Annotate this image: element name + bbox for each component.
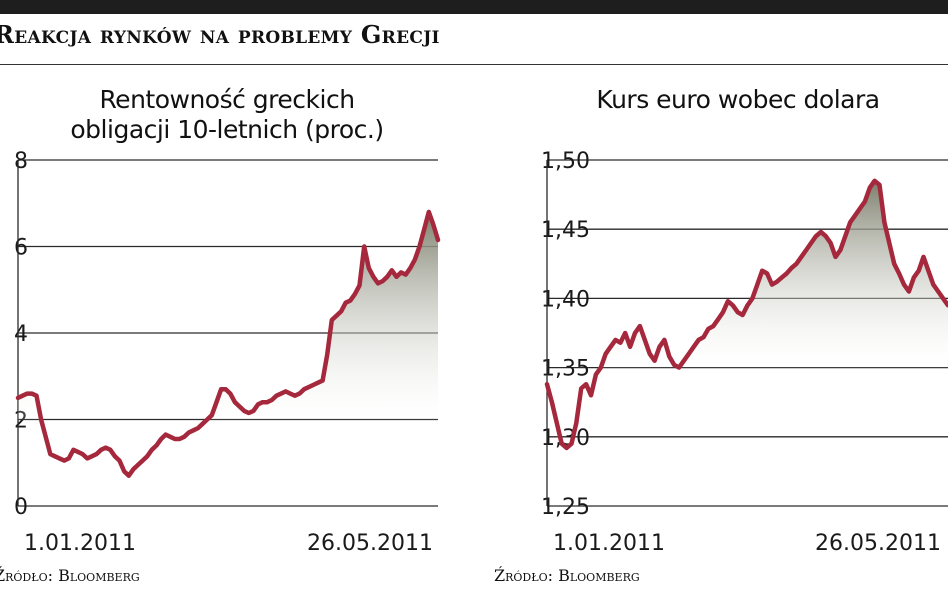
eurusd-y-tick-label: 1,25 (541, 495, 590, 520)
chart-1-title-line-1: Rentowność greckich (99, 85, 355, 114)
yield-area-fill (18, 211, 438, 420)
eurusd-x-date-label: 1.01.2011 (553, 531, 665, 556)
eurusd-y-tick-label: 1,40 (541, 287, 590, 312)
chart-1-title-line-2: obligacji 10-letnich (proc.) (70, 115, 384, 144)
eurusd-series-line (544, 178, 948, 451)
yield-series-line (15, 209, 441, 478)
chart-2-title-line-1: Kurs euro wobec dolara (596, 85, 880, 114)
chart-2-title: Kurs euro wobec dolara (538, 85, 938, 115)
page-headline: Reakcja rynków na problemy Grecji (0, 20, 440, 49)
top-bar (0, 0, 948, 14)
chart-2-source: Źródło: Bloomberg (494, 566, 640, 585)
headline-rule (0, 64, 948, 65)
yield-x-date-label: 1.01.2011 (24, 531, 136, 556)
eurusd-y-tick-label: 1,50 (541, 149, 590, 174)
chart-1-title: Rentowność greckich obligacji 10-letnich… (18, 85, 436, 145)
eurusd-area-fill (547, 180, 948, 368)
chart-1-source: Źródło: Bloomberg (0, 566, 140, 585)
yield-x-date-label: 26.05.2011 (307, 531, 433, 556)
eurusd-x-date-label: 26.05.2011 (815, 531, 941, 556)
eurusd-y-tick-label: 1,45 (541, 218, 590, 243)
eurusd-y-tick-label: 1,35 (541, 357, 590, 382)
